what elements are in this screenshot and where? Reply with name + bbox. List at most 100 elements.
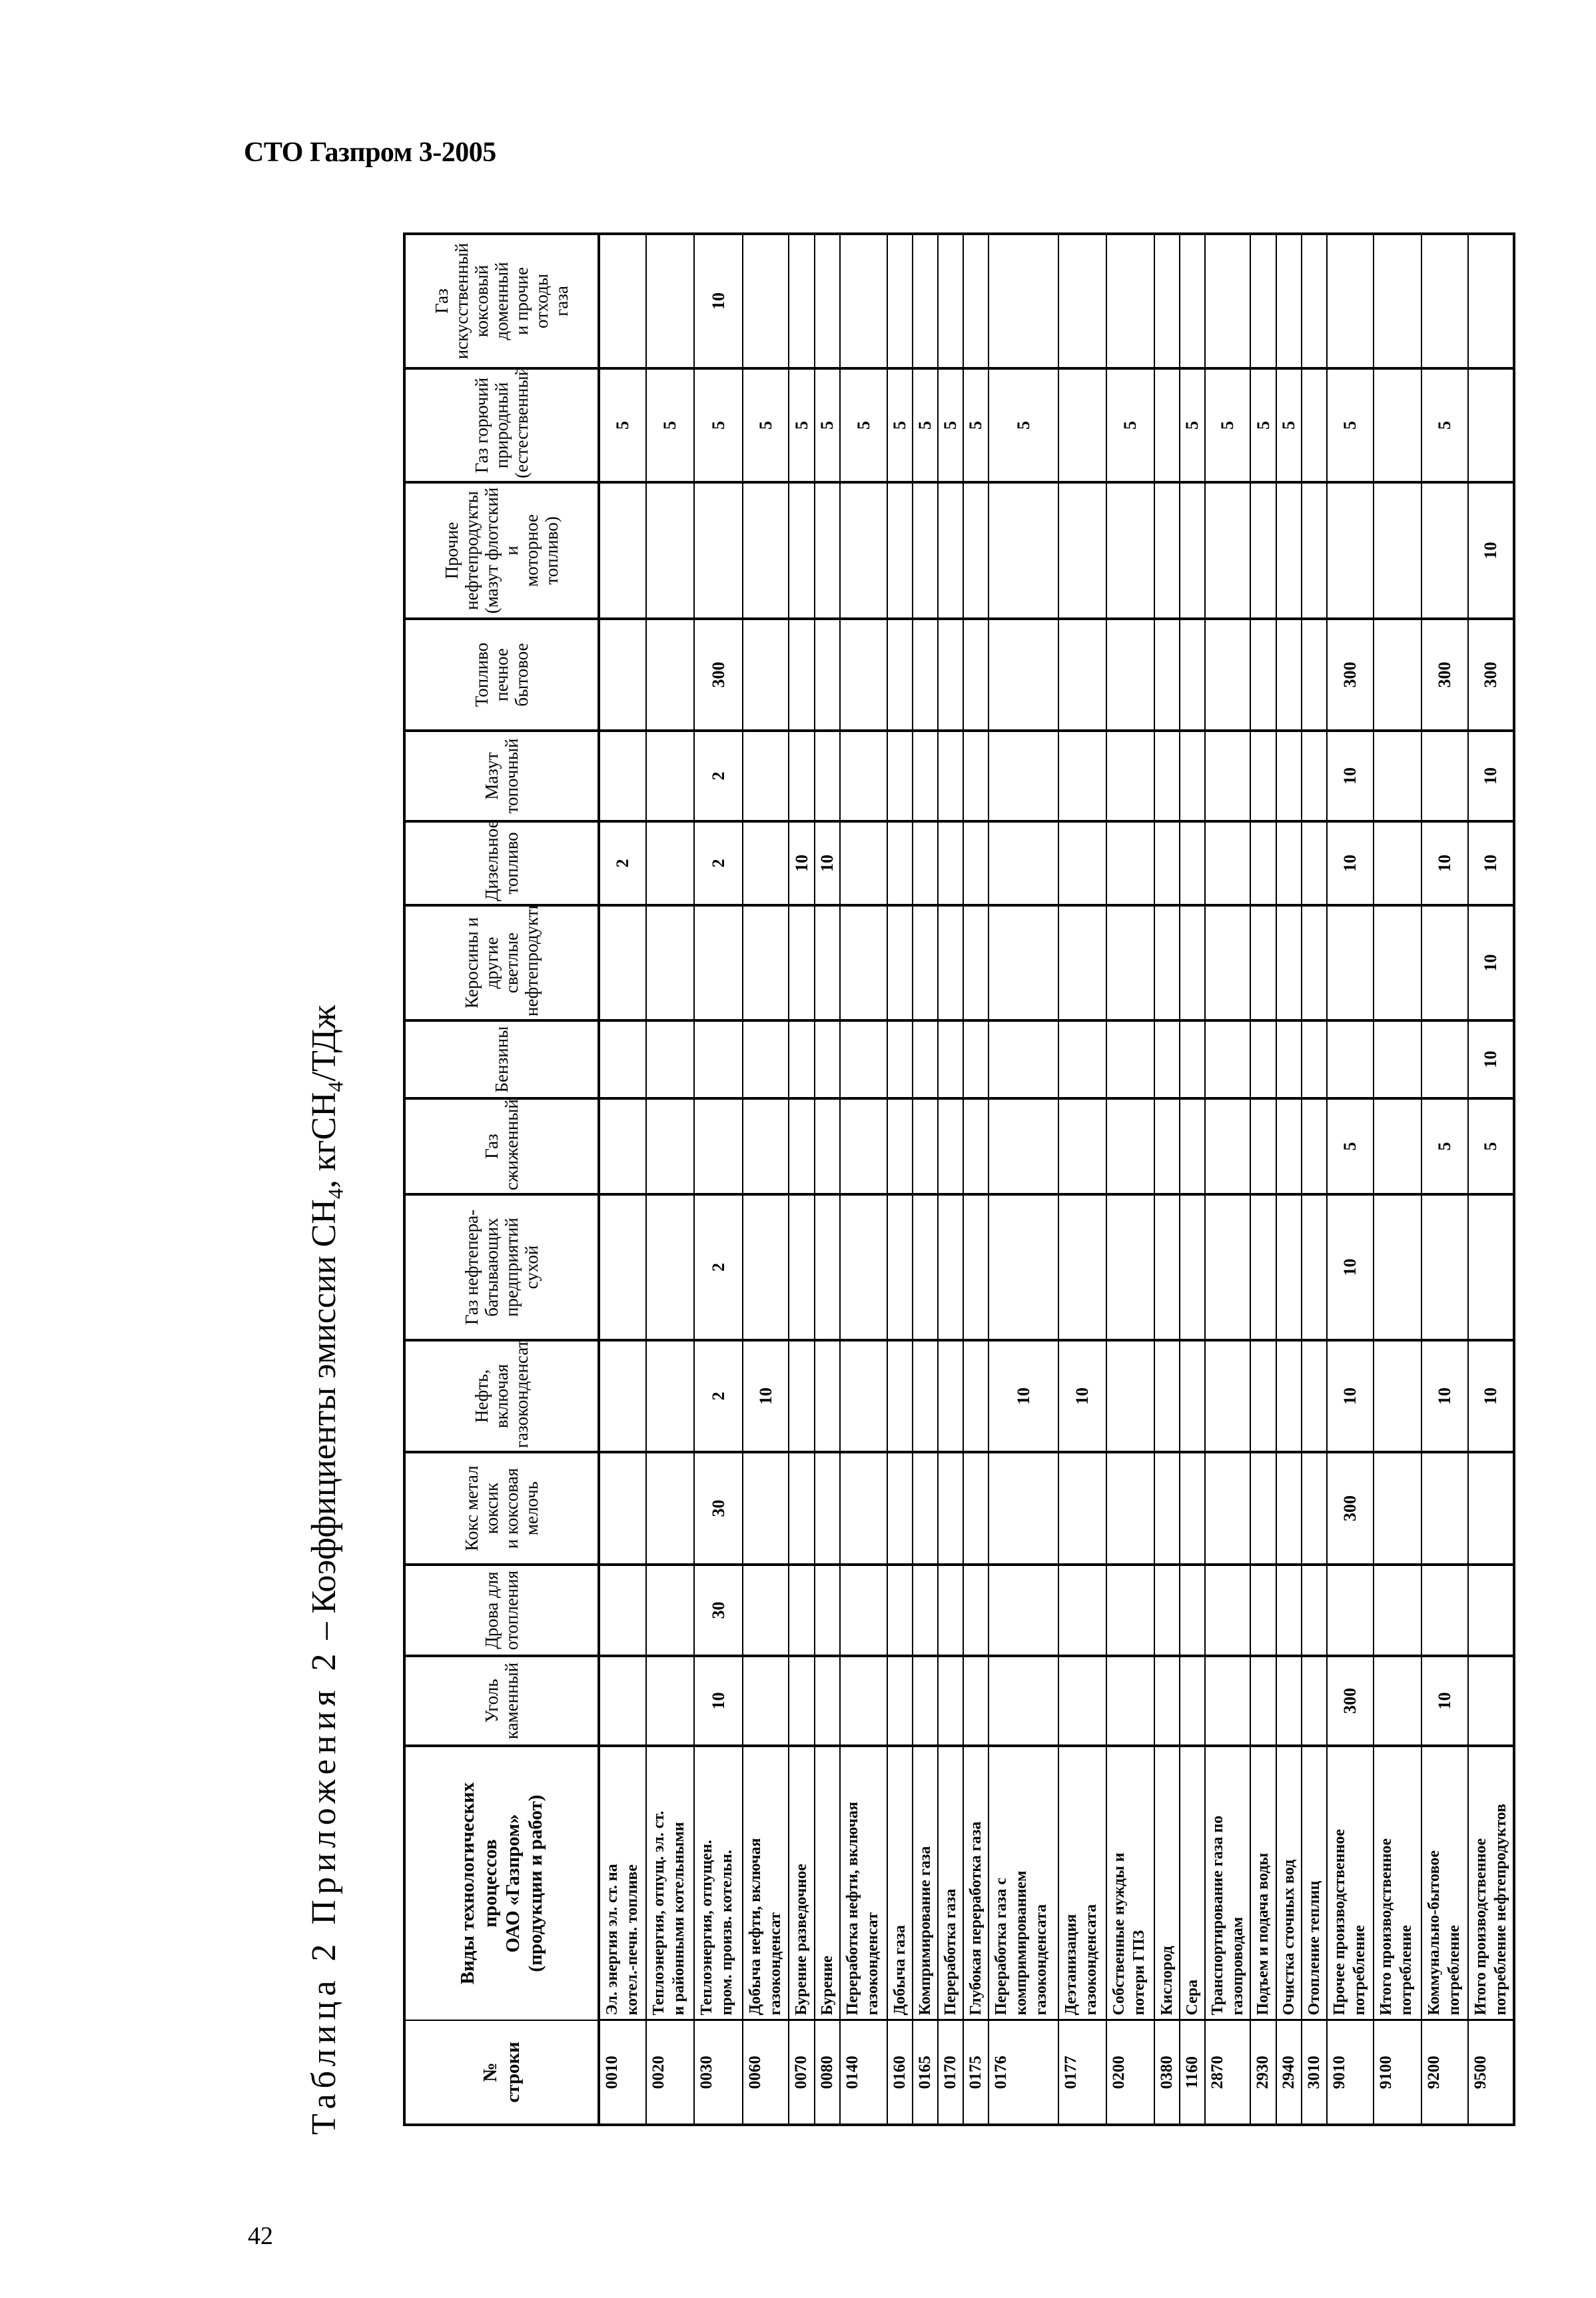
row-process-label: Добыча нефти, включая газоконденсат bbox=[743, 1746, 789, 2020]
emission-factor-cell bbox=[1180, 1656, 1205, 1746]
table-row: 2930 Подъем и подача воды 5 bbox=[1250, 234, 1276, 2125]
emission-factor-cell bbox=[1106, 619, 1154, 731]
emission-factor-cell bbox=[1421, 234, 1468, 368]
emission-factor-cell bbox=[913, 1452, 938, 1565]
emission-factor-cell bbox=[1468, 1656, 1514, 1746]
table-row: 2940 Очистка сточных вод 5 bbox=[1276, 234, 1302, 2125]
emission-factor-cell bbox=[815, 1020, 840, 1098]
emission-factor-cell bbox=[1276, 1656, 1302, 1746]
emission-factor-cell bbox=[913, 1194, 938, 1340]
emission-factor-cell bbox=[1468, 234, 1514, 368]
table-row: 0080 Бурение 10 5 bbox=[815, 234, 840, 2125]
emission-factor-cell bbox=[840, 821, 887, 905]
emission-factor-cell bbox=[1180, 234, 1205, 368]
emission-factor-cell bbox=[1106, 1452, 1154, 1565]
emission-factor-cell bbox=[1421, 731, 1468, 821]
emission-factor-cell bbox=[1250, 1656, 1276, 1746]
emission-factor-cell bbox=[743, 731, 789, 821]
emission-factor-cell bbox=[1154, 1656, 1180, 1746]
emission-factor-cell bbox=[938, 1340, 963, 1452]
emission-factor-cell bbox=[1276, 821, 1302, 905]
emission-factor-cell bbox=[743, 821, 789, 905]
emission-factor-cell bbox=[938, 731, 963, 821]
emission-factor-cell bbox=[1374, 1656, 1421, 1746]
emission-factor-cell bbox=[1106, 482, 1154, 619]
caption-prefix: Таблица 2 Приложения 2 bbox=[305, 1648, 343, 2135]
emission-factor-cell bbox=[913, 234, 938, 368]
emission-factor-cell bbox=[887, 1020, 913, 1098]
emission-factor-cell bbox=[1421, 1194, 1468, 1340]
header-fuel-column: Дизельное топливо bbox=[404, 821, 599, 905]
emission-factor-cell bbox=[743, 1452, 789, 1565]
emission-factor-cell bbox=[1205, 1452, 1250, 1565]
emission-factor-cell bbox=[1250, 1452, 1276, 1565]
emission-factor-cell: 10 bbox=[1327, 821, 1374, 905]
emission-factor-cell bbox=[1205, 731, 1250, 821]
emission-factor-cell bbox=[840, 1098, 887, 1194]
emission-factor-cell bbox=[887, 1340, 913, 1452]
row-process-label: Бурение bbox=[815, 1746, 840, 2020]
emission-factor-cell bbox=[887, 905, 913, 1020]
emission-factor-cell bbox=[1276, 1194, 1302, 1340]
row-process-label: Деэтанизация газоконденсата bbox=[1058, 1746, 1106, 2020]
emission-factor-cell bbox=[938, 1656, 963, 1746]
emission-factor-cell bbox=[1154, 1098, 1180, 1194]
emission-factor-cell: 2 bbox=[599, 821, 646, 905]
emission-factor-cell bbox=[887, 482, 913, 619]
emission-factor-cell: 5 bbox=[743, 368, 789, 482]
emission-factor-cell bbox=[913, 1565, 938, 1656]
emission-factor-cell bbox=[840, 1340, 887, 1452]
caption-title: – Коэффициенты эмиссии СН bbox=[305, 1199, 343, 1649]
emission-factor-cell bbox=[1374, 619, 1421, 731]
emission-factor-cell bbox=[1250, 482, 1276, 619]
emission-factor-cell bbox=[743, 1656, 789, 1746]
row-process-label: Теплоэнергия, отпущ. эл. ст. и районными… bbox=[646, 1746, 694, 2020]
emission-factor-cell bbox=[938, 1452, 963, 1565]
row-code: 9100 bbox=[1374, 2020, 1421, 2125]
emission-factor-cell bbox=[887, 1656, 913, 1746]
table-row: 0160 Добыча газа 5 bbox=[887, 234, 913, 2125]
document-header: СТО Газпром 3-2005 bbox=[244, 137, 496, 168]
emission-factor-cell bbox=[913, 1098, 938, 1194]
emission-factor-cell bbox=[646, 1656, 694, 1746]
emission-factor-cell bbox=[694, 1020, 743, 1098]
emission-factor-cell: 10 bbox=[815, 821, 840, 905]
header-fuel-column: Газ сжиженный bbox=[404, 1098, 599, 1194]
emission-factor-cell bbox=[789, 234, 815, 368]
row-code: 0176 bbox=[989, 2020, 1058, 2125]
emission-factor-cell bbox=[1374, 234, 1421, 368]
emission-factor-cell bbox=[1327, 1565, 1374, 1656]
emission-factor-cell: 5 bbox=[646, 368, 694, 482]
emission-factor-cell bbox=[938, 1565, 963, 1656]
emission-factor-cell bbox=[789, 1565, 815, 1656]
row-code: 2930 bbox=[1250, 2020, 1276, 2125]
table-row: 9500 Итого производственное потребление н… bbox=[1468, 234, 1514, 2125]
emission-factor-cell bbox=[1302, 1098, 1327, 1194]
emission-factor-cell bbox=[599, 1098, 646, 1194]
header-process-type: Виды технологических процессов ОАО «Газп… bbox=[404, 1746, 599, 2020]
emission-factor-cell bbox=[694, 482, 743, 619]
emission-factor-cell bbox=[646, 1565, 694, 1656]
emission-factor-cell bbox=[1327, 482, 1374, 619]
emission-factor-cell bbox=[963, 731, 989, 821]
emission-factor-cell bbox=[646, 619, 694, 731]
emission-factor-cell bbox=[1058, 1452, 1106, 1565]
emission-factor-cell bbox=[1106, 1565, 1154, 1656]
row-process-label: Глубокая переработка газа bbox=[963, 1746, 989, 2020]
emission-factor-cell bbox=[1276, 1340, 1302, 1452]
row-process-label: Переработка газа с компримированием газо… bbox=[989, 1746, 1058, 2020]
emission-factor-cell bbox=[938, 1020, 963, 1098]
emission-factor-cell bbox=[1276, 1452, 1302, 1565]
row-code: 0380 bbox=[1154, 2020, 1180, 2125]
emission-factor-cell bbox=[1205, 482, 1250, 619]
emission-factor-cell: 5 bbox=[913, 368, 938, 482]
emission-factor-cell: 300 bbox=[694, 619, 743, 731]
emission-factor-cell bbox=[743, 1565, 789, 1656]
table-row: 0070 Бурение разведочное 10 5 bbox=[789, 234, 815, 2125]
emission-factor-cell bbox=[1374, 1020, 1421, 1098]
emission-factor-cell bbox=[887, 1194, 913, 1340]
emission-factor-cell bbox=[1205, 821, 1250, 905]
emission-factor-cell bbox=[840, 1565, 887, 1656]
emission-factor-cell bbox=[938, 905, 963, 1020]
emission-factor-cell bbox=[989, 1194, 1058, 1340]
